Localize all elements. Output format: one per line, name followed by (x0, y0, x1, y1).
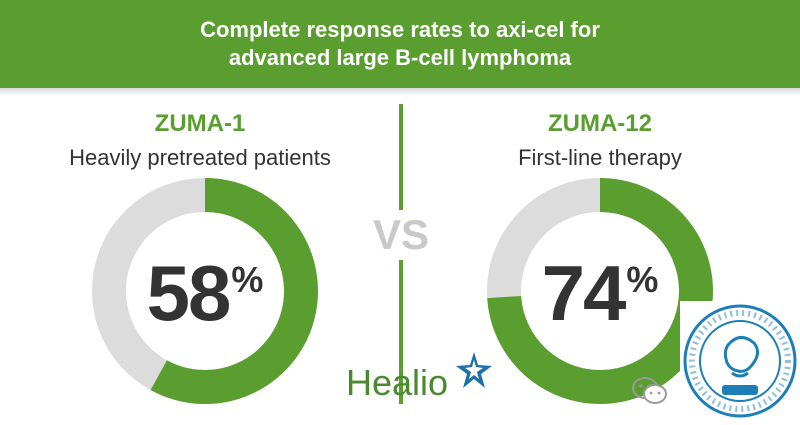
donut-chart-zuma-1 (92, 178, 318, 404)
title-line-2: advanced large B-cell lymphoma (228, 45, 572, 70)
title-banner: Complete response rates to axi-cel for a… (0, 0, 800, 88)
study-subtitle-left: Heavily pretreated patients (69, 145, 331, 170)
donut-slice-zuma-12 (487, 178, 713, 404)
percent-unit-left: % (231, 259, 264, 300)
study-label-left: ZUMA-1 (154, 110, 246, 137)
hospital-seal-icon (683, 304, 797, 418)
percent-label-left: 58% (75, 248, 335, 339)
percent-unit-right: % (626, 259, 659, 300)
percent-label-right: 74% (470, 248, 730, 339)
logo-text: Healio (346, 362, 449, 403)
banner-shadow (0, 88, 800, 96)
percent-value-right: 74 (541, 249, 627, 337)
vs-label: VS (366, 210, 436, 260)
wechat-icon (632, 377, 667, 404)
study-label-right: ZUMA-12 (547, 110, 652, 137)
healio-logo: Healio (346, 350, 496, 410)
star-icon (456, 352, 492, 388)
study-subtitle-right: First-line therapy (518, 145, 682, 170)
donut-slice-zuma-1 (150, 178, 318, 404)
donut-chart-zuma-12 (487, 178, 713, 404)
title-line-1: Complete response rates to axi-cel for (200, 17, 600, 42)
percent-value-left: 58 (146, 249, 232, 337)
hospital-seal (680, 301, 800, 420)
